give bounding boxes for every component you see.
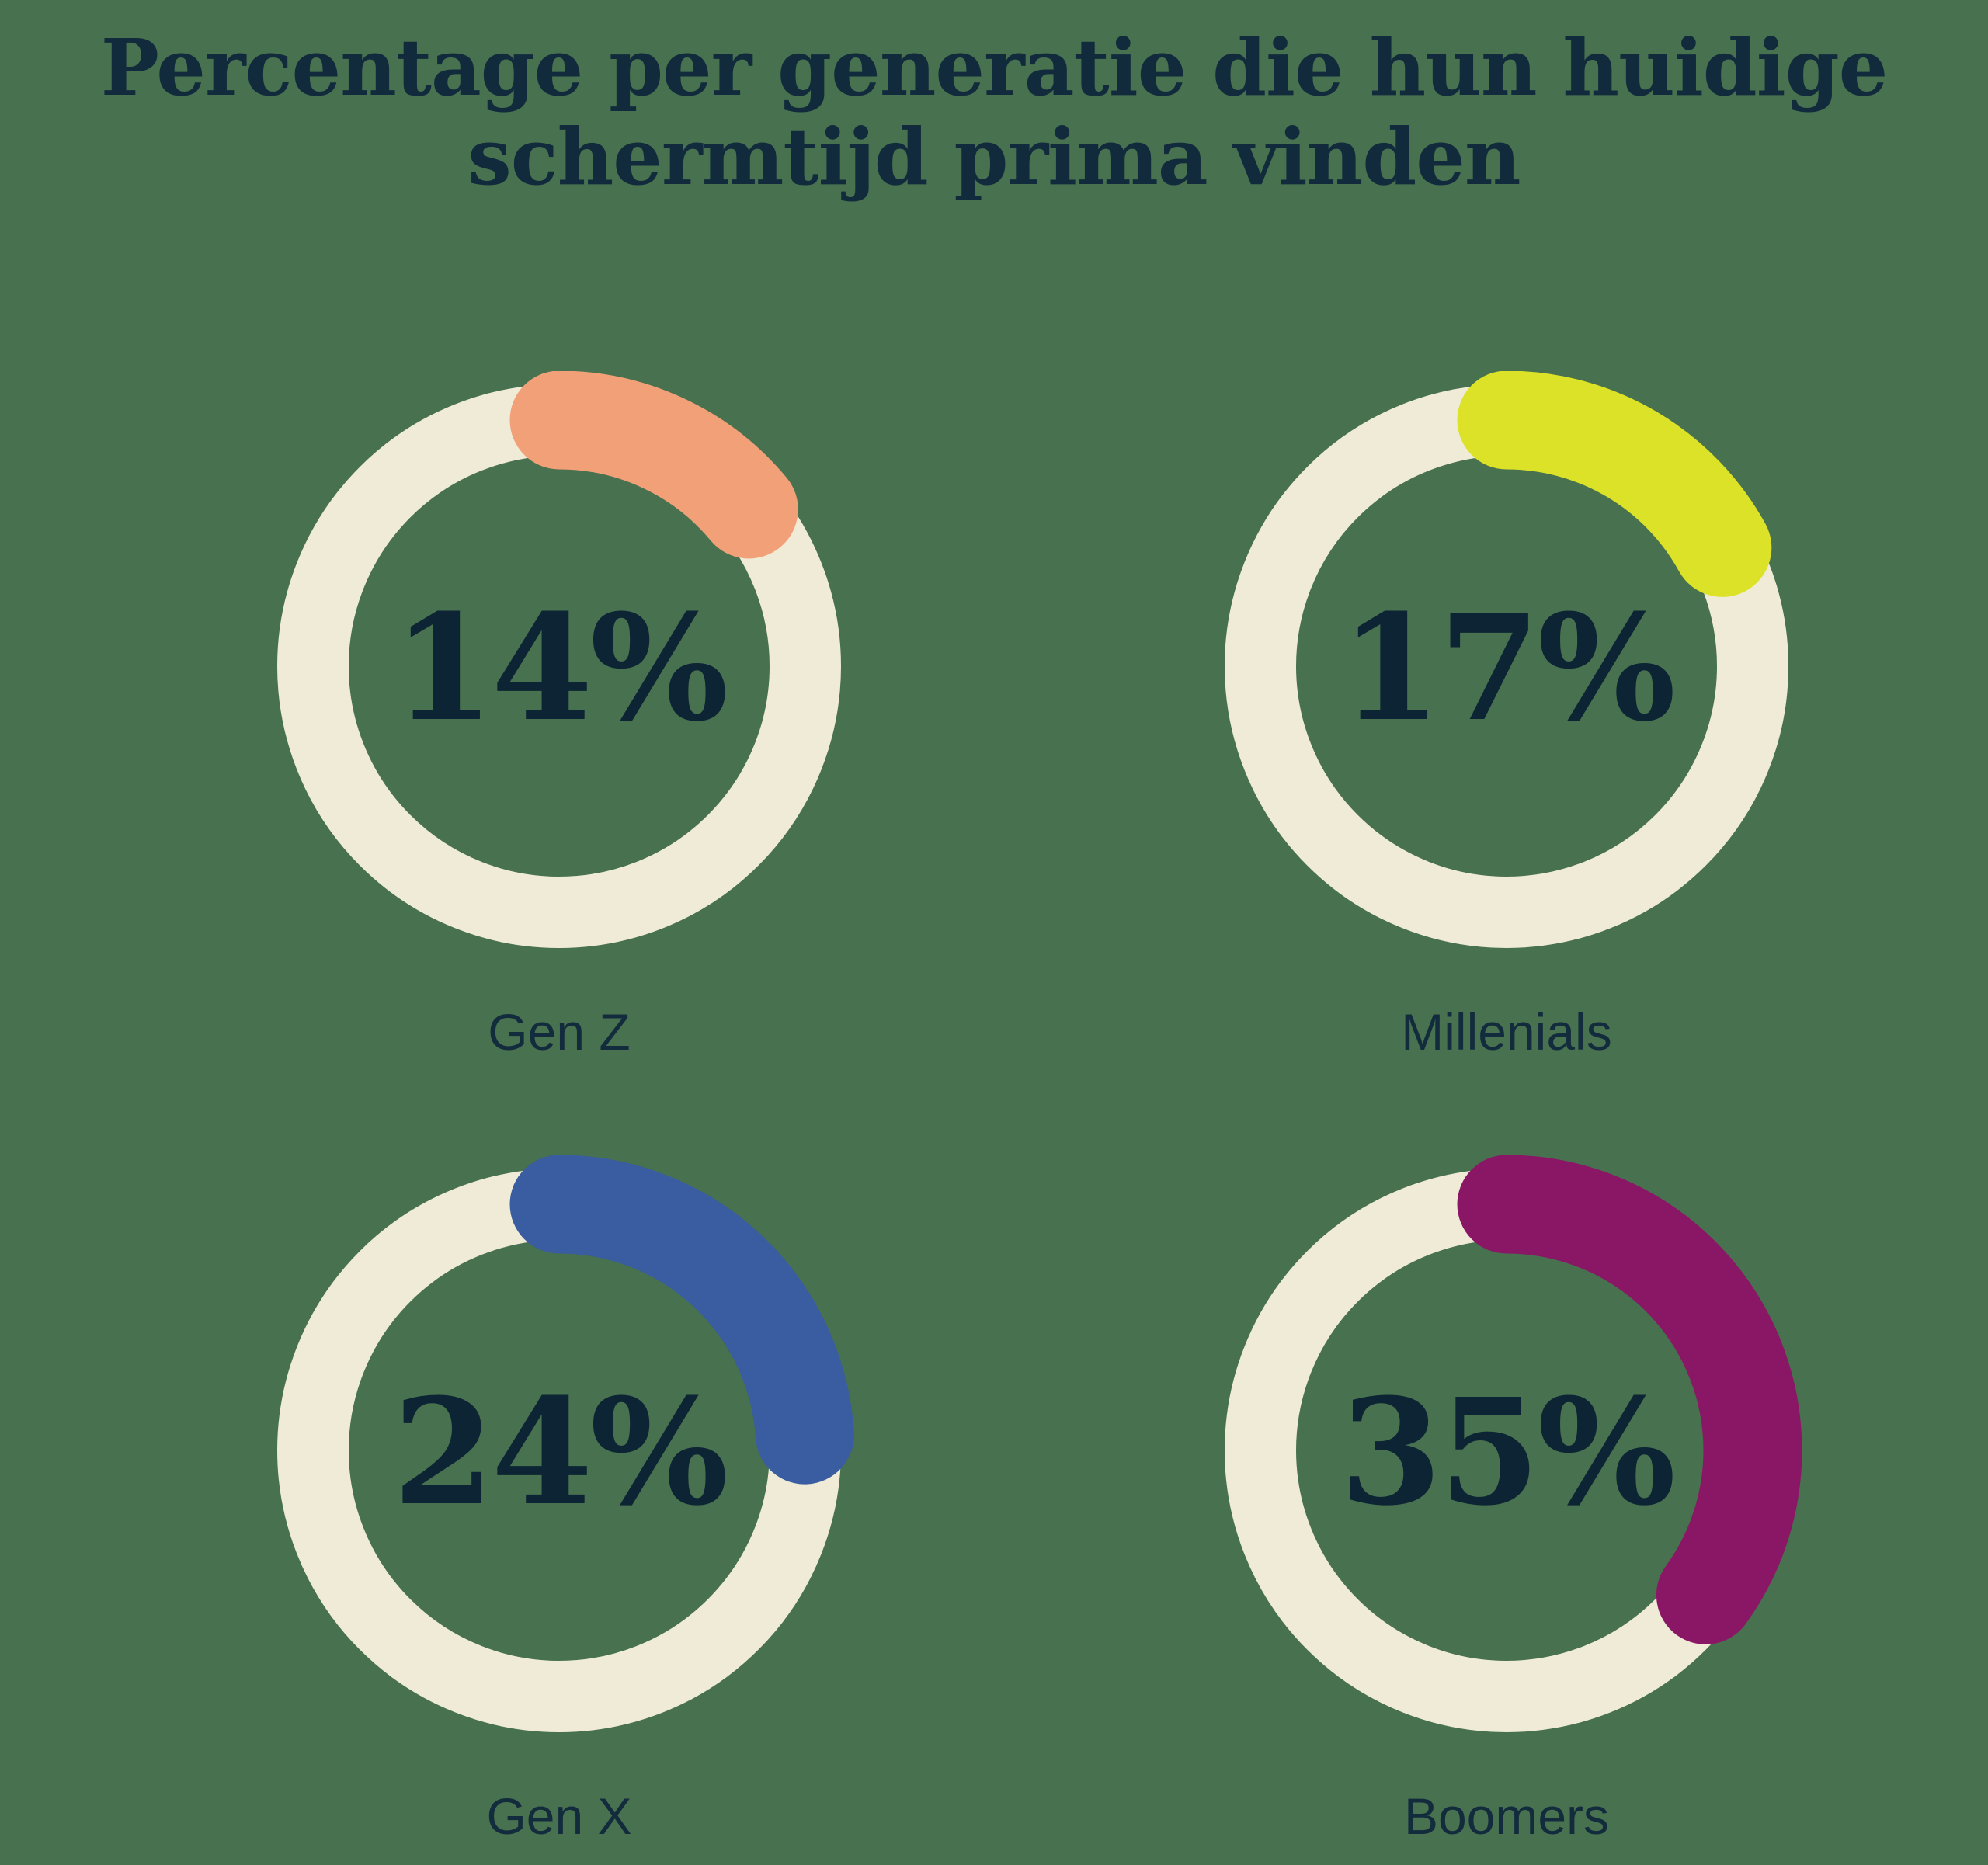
donut-value-millenials: 17% (1340, 582, 1676, 754)
donut-value-boomers: 35% (1340, 1367, 1676, 1538)
donut-chart-gen-x: 24% Gen X (85, 1155, 1033, 1842)
donut-label-gen-x: Gen X (486, 1787, 632, 1845)
donut-chart-millenials: 17% Millenials (1033, 371, 1980, 1058)
donut-ring-gen-z (264, 371, 854, 961)
donut-gen-z: 14% (264, 371, 854, 961)
donut-ring-gen-x (264, 1155, 854, 1745)
donut-label-boomers: Boomers (1403, 1787, 1610, 1845)
page-title-line-2: schermtijd prima vinden (467, 111, 1521, 203)
donut-chart-gen-z: 14% Gen Z (85, 371, 1033, 1058)
donut-label-millenials: Millenials (1401, 1003, 1612, 1061)
donut-gen-x: 24% (264, 1155, 854, 1745)
donut-ring-millenials (1211, 371, 1802, 961)
page-title: Percentage per generatie die hun huidige… (85, 23, 1903, 202)
donut-millenials: 17% (1211, 371, 1802, 961)
donut-chart-boomers: 35% Boomers (1033, 1155, 1980, 1842)
donut-ring-boomers (1211, 1155, 1802, 1745)
donut-boomers: 35% (1211, 1155, 1802, 1745)
page-title-line-1: Percentage per generatie die hun huidige (100, 22, 1889, 113)
donut-value-gen-z: 14% (392, 582, 728, 754)
donut-grid: 14% Gen Z 17% Millenials 24% (0, 371, 1988, 1842)
donut-label-gen-z: Gen Z (488, 1003, 631, 1061)
donut-value-gen-x: 24% (392, 1367, 728, 1538)
